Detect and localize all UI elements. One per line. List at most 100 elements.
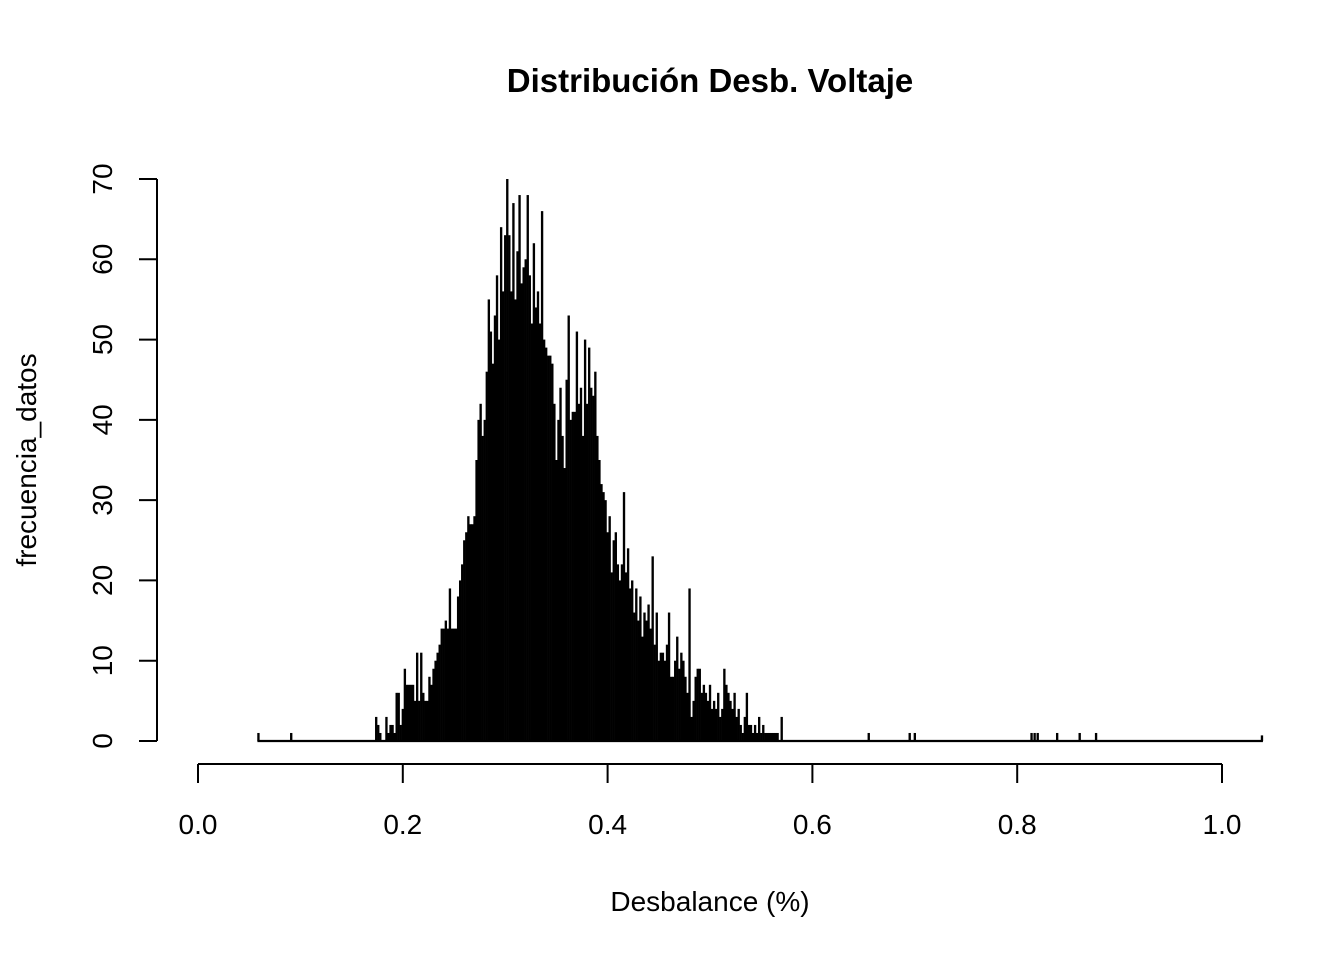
bar bbox=[442, 628, 445, 741]
bar bbox=[569, 419, 572, 741]
bar bbox=[588, 347, 591, 741]
bar bbox=[508, 235, 511, 741]
outlier-bar bbox=[1055, 732, 1059, 741]
bar bbox=[743, 716, 747, 741]
bar bbox=[563, 468, 566, 741]
bar bbox=[473, 516, 476, 741]
bar bbox=[594, 371, 597, 741]
bar bbox=[682, 660, 685, 741]
bar bbox=[413, 700, 417, 741]
bar bbox=[731, 708, 734, 741]
bar bbox=[741, 732, 744, 741]
bar bbox=[676, 636, 679, 741]
bar bbox=[690, 716, 693, 741]
bar bbox=[495, 275, 499, 741]
bar bbox=[487, 299, 491, 741]
bar bbox=[723, 668, 726, 741]
bar bbox=[409, 684, 413, 741]
bar bbox=[471, 524, 474, 741]
bar bbox=[463, 540, 466, 741]
x-tick-label: 0.8 bbox=[998, 809, 1037, 840]
y-tick-label: 50 bbox=[87, 324, 118, 355]
bar bbox=[604, 500, 607, 741]
bar bbox=[635, 588, 638, 741]
bar bbox=[585, 403, 589, 741]
bar bbox=[598, 460, 601, 741]
bar bbox=[520, 283, 523, 741]
chart-title: Distribución Desb. Voltaje bbox=[507, 62, 913, 99]
bar bbox=[518, 195, 521, 742]
bar bbox=[528, 275, 531, 741]
bar bbox=[422, 692, 425, 741]
bar bbox=[618, 580, 622, 741]
bar bbox=[678, 668, 681, 741]
bar bbox=[667, 612, 671, 741]
bar bbox=[432, 668, 435, 741]
bar bbox=[407, 684, 411, 741]
bar bbox=[639, 596, 642, 741]
bar bbox=[397, 692, 400, 741]
bar bbox=[706, 700, 710, 741]
bar bbox=[762, 724, 765, 741]
bar bbox=[565, 379, 568, 741]
bar bbox=[653, 644, 656, 741]
bar bbox=[766, 732, 769, 741]
bar bbox=[776, 732, 779, 741]
bar bbox=[600, 484, 603, 741]
bar bbox=[479, 403, 482, 741]
bar bbox=[575, 331, 579, 741]
y-tick-label: 20 bbox=[87, 565, 118, 596]
outlier-bar bbox=[1030, 732, 1033, 741]
bar bbox=[465, 532, 468, 741]
bar bbox=[477, 419, 480, 741]
bar bbox=[590, 387, 593, 741]
bar bbox=[712, 700, 716, 741]
bar bbox=[733, 692, 736, 741]
bar bbox=[602, 492, 605, 741]
outlier-bar bbox=[1078, 732, 1081, 741]
bar bbox=[444, 620, 448, 741]
bar bbox=[755, 732, 759, 741]
bar bbox=[641, 636, 644, 741]
bar bbox=[567, 315, 570, 741]
bar bbox=[753, 724, 757, 741]
bar bbox=[655, 612, 658, 741]
bar bbox=[557, 419, 560, 741]
bar bbox=[694, 676, 697, 741]
bar bbox=[710, 708, 714, 741]
bar bbox=[385, 716, 388, 741]
bar bbox=[577, 403, 581, 741]
bar bbox=[645, 620, 648, 741]
bar bbox=[516, 251, 519, 741]
bar bbox=[467, 516, 470, 741]
y-tick-label: 40 bbox=[87, 404, 118, 435]
bar bbox=[391, 724, 394, 741]
bar bbox=[458, 580, 462, 741]
bar bbox=[553, 403, 556, 741]
bar bbox=[770, 732, 773, 741]
bar bbox=[764, 732, 767, 741]
bar bbox=[377, 724, 380, 741]
bar bbox=[493, 315, 497, 741]
bar bbox=[514, 299, 517, 741]
bar bbox=[610, 572, 613, 741]
bar bbox=[434, 660, 437, 741]
bar bbox=[628, 588, 632, 741]
bar bbox=[579, 387, 583, 741]
outlier-bar bbox=[1033, 732, 1036, 741]
bar bbox=[454, 628, 458, 741]
bar bbox=[485, 371, 488, 741]
bar bbox=[448, 588, 452, 741]
bar bbox=[751, 732, 755, 741]
bar bbox=[714, 708, 718, 741]
bar bbox=[426, 700, 429, 741]
bar bbox=[624, 572, 628, 741]
outlier-bar bbox=[1260, 735, 1264, 741]
bar bbox=[721, 708, 724, 741]
x-tick-label: 0.6 bbox=[793, 809, 832, 840]
bar bbox=[637, 620, 640, 741]
y-tick-label: 60 bbox=[87, 244, 118, 275]
bar bbox=[596, 435, 599, 741]
y-tick-label: 0 bbox=[87, 733, 118, 749]
x-axis-label: Desbalance (%) bbox=[610, 886, 809, 917]
